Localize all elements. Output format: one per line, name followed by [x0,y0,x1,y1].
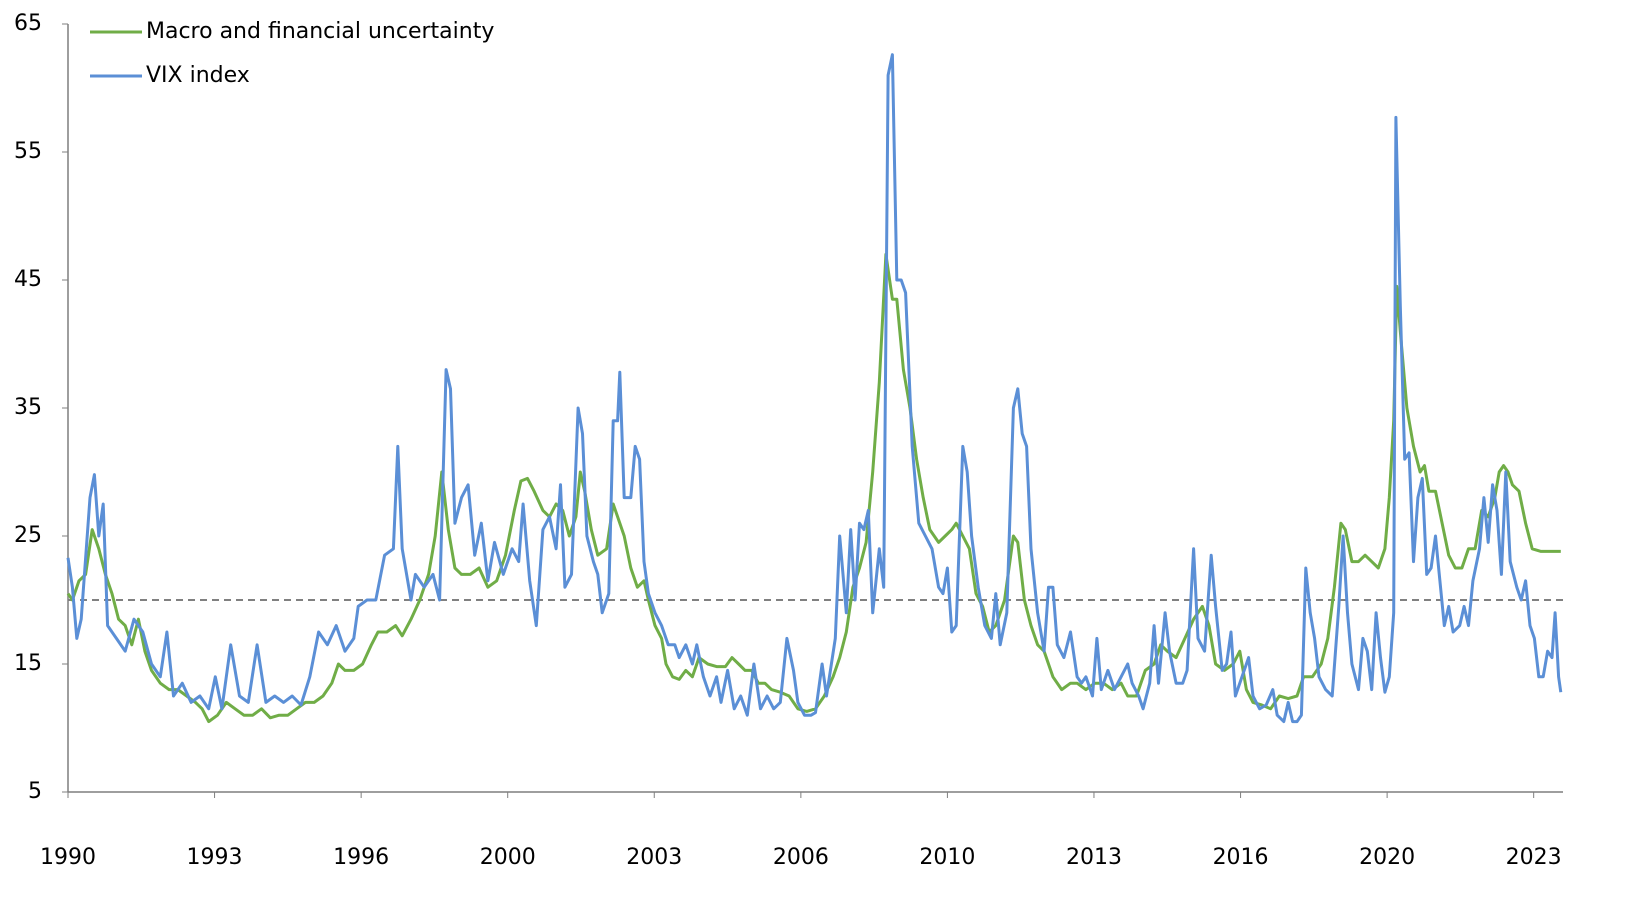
x-tick-label: 2013 [1066,845,1122,870]
legend-label: Macro and financial uncertainty [146,19,494,44]
x-tick-label: 1993 [187,845,243,870]
y-tick-label: 65 [14,11,42,36]
x-tick-label: 2003 [626,845,682,870]
x-tick-label: 2006 [773,845,829,870]
y-tick-label: 15 [14,651,42,676]
x-tick-label: 2000 [480,845,536,870]
y-tick-label: 55 [14,139,42,164]
x-tick-label: 2020 [1359,845,1415,870]
series-line [66,252,1561,724]
y-tick-label: 5 [28,779,42,804]
x-tick-label: 2023 [1506,845,1562,870]
x-tick-label: 2016 [1213,845,1269,870]
y-tick-label: 45 [14,267,42,292]
series-line [66,53,1563,724]
x-tick-label: 1996 [333,845,389,870]
x-tick-label: 2010 [919,845,975,870]
legend-label: VIX index [146,63,250,88]
x-tick-label: 1990 [40,845,96,870]
y-tick-label: 35 [14,395,42,420]
y-tick-label: 25 [14,523,42,548]
